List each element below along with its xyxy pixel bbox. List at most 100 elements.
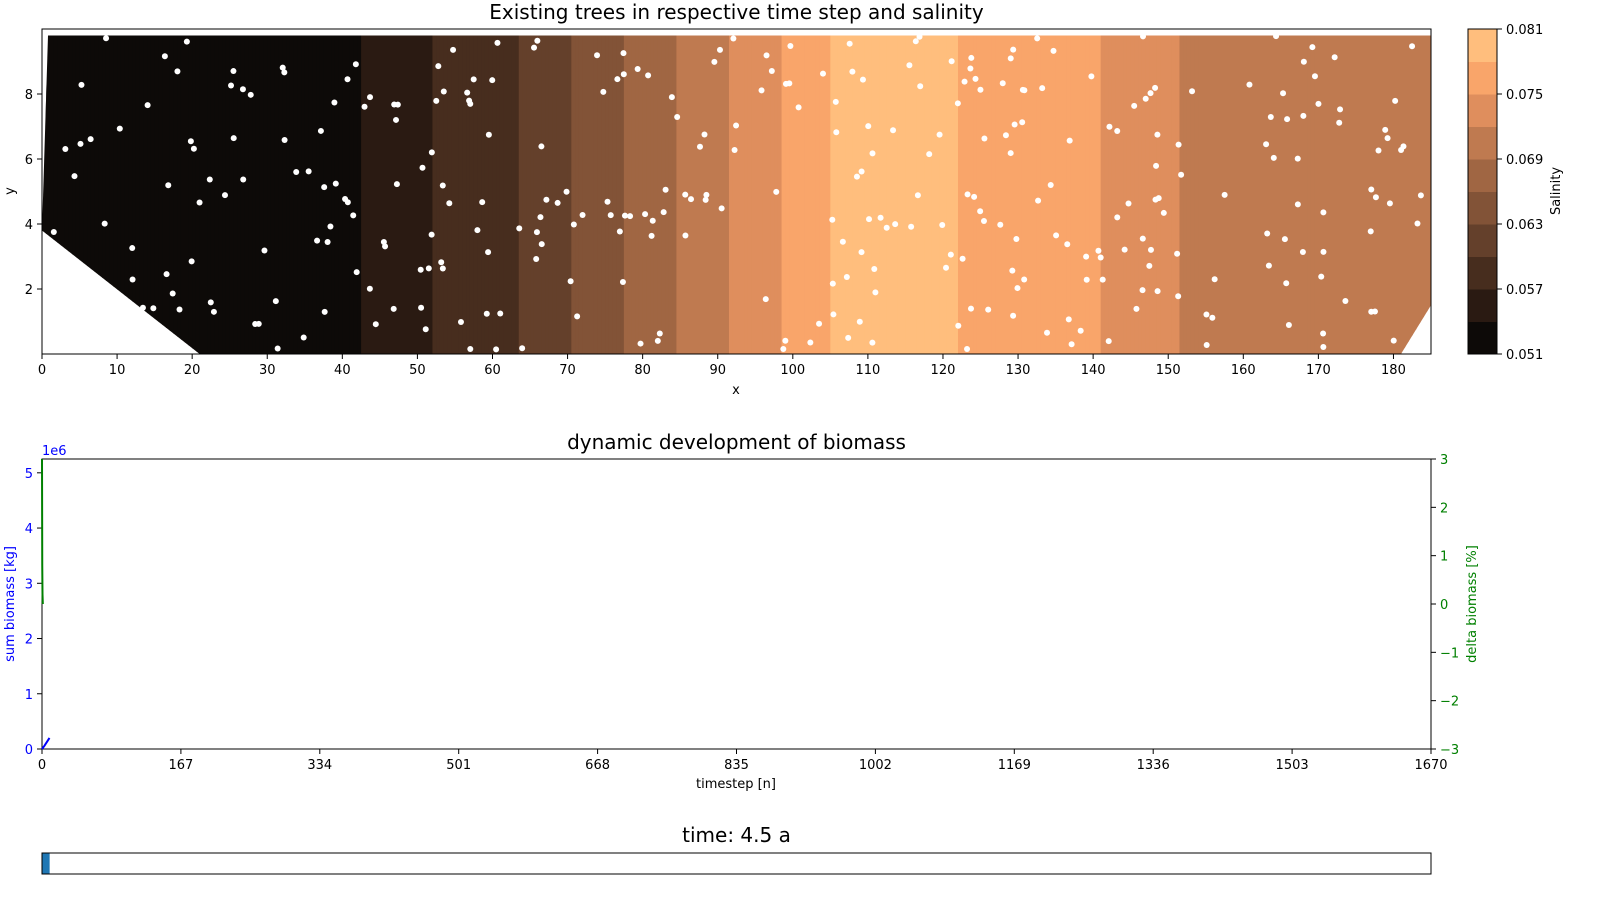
salinity-band-strip xyxy=(248,35,253,354)
salinity-band-strip xyxy=(1382,35,1387,354)
map-frame xyxy=(41,28,1432,355)
tree-point xyxy=(439,265,446,272)
salinity-band-strip xyxy=(102,35,107,354)
salinity-band-strip xyxy=(203,35,208,354)
salinity-band-strip xyxy=(503,35,509,354)
colorbar-tick-label: 0.081 xyxy=(1506,23,1543,38)
salinity-band-strip xyxy=(1277,35,1282,354)
biomass-series xyxy=(41,458,51,750)
salinity-band-strip xyxy=(57,35,62,354)
tree-point xyxy=(843,274,850,281)
salinity-band-strip xyxy=(586,35,591,354)
tree-point xyxy=(768,68,775,75)
tree-point xyxy=(787,43,794,50)
salinity-band-strip xyxy=(1427,35,1431,354)
tree-point xyxy=(1160,209,1167,216)
salinity-band-strip xyxy=(477,35,482,354)
salinity-band-strip xyxy=(75,35,81,354)
biomass-x-axis-label: timestep [n] xyxy=(696,777,776,792)
salinity-band-strip xyxy=(541,35,546,354)
salinity-band-strip xyxy=(507,35,512,354)
tree-point xyxy=(1392,97,1399,104)
tree-point xyxy=(1010,46,1017,53)
salinity-band-strip xyxy=(882,35,888,354)
salinity-band-strip xyxy=(1164,35,1169,354)
tree-point xyxy=(317,127,324,134)
salinity-band-strip xyxy=(451,35,456,354)
tree-point xyxy=(428,149,435,156)
tree-point xyxy=(281,69,288,76)
tree-point xyxy=(1065,316,1072,323)
salinity-band-strip xyxy=(147,35,152,354)
tree-point xyxy=(600,88,607,95)
salinity-band-strip xyxy=(376,35,381,354)
salinity-band-strip xyxy=(484,35,490,354)
salinity-band-strip xyxy=(72,35,77,354)
salinity-band-strip xyxy=(567,35,572,354)
salinity-band-strip xyxy=(620,35,625,354)
tree-point xyxy=(497,310,504,317)
salinity-band-strip xyxy=(927,35,933,354)
salinity-band-strip xyxy=(957,35,963,354)
tree-point xyxy=(869,339,876,346)
salinity-band-strip xyxy=(469,35,475,354)
salinity-band-strip xyxy=(368,35,373,354)
salinity-band-strip xyxy=(1374,35,1380,354)
biomass-left-tick-label: 1 xyxy=(25,688,33,703)
salinity-band-strip xyxy=(635,35,640,354)
biomass-right-axis: 3 2 1 0 −1 −2 −3 xyxy=(1431,453,1459,758)
delta-biomass-line xyxy=(41,458,44,605)
map-x-tick-label: 20 xyxy=(184,363,201,378)
salinity-band-strip xyxy=(391,35,396,354)
tree-point xyxy=(1009,267,1016,274)
tree-point xyxy=(1390,337,1397,344)
salinity-band-strip xyxy=(511,35,516,354)
salinity-band-strip xyxy=(1153,35,1158,354)
tree-point xyxy=(350,212,357,219)
tree-point xyxy=(446,200,453,207)
salinity-band-strip xyxy=(1310,35,1316,354)
tree-point xyxy=(1372,194,1379,201)
tree-point xyxy=(916,33,923,40)
colorbar-band xyxy=(1468,29,1497,62)
salinity-band-strip xyxy=(728,35,734,354)
map-x-axis-label: x xyxy=(732,383,740,398)
salinity-band-strip xyxy=(1141,35,1147,354)
salinity-band-strip xyxy=(676,35,681,354)
tree-point xyxy=(435,63,442,70)
salinity-band-strip xyxy=(1295,35,1301,354)
salinity-band-strip xyxy=(1029,35,1034,354)
colorbar-band xyxy=(1468,94,1497,127)
tree-point xyxy=(977,86,984,93)
map-x-tick-label: 30 xyxy=(259,363,276,378)
tree-point xyxy=(438,259,445,266)
salinity-band-strip xyxy=(530,35,535,354)
tree-point xyxy=(1273,33,1280,40)
tree-point xyxy=(1106,123,1113,130)
salinity-band-strip xyxy=(1235,35,1241,354)
tree-point xyxy=(637,340,644,347)
tree-point xyxy=(1047,182,1054,189)
salinity-band-strip xyxy=(124,35,129,354)
tree-point xyxy=(183,38,190,45)
salinity-band-strip xyxy=(860,35,865,354)
salinity-band-strip xyxy=(991,35,997,354)
colorbar-tick-label: 0.057 xyxy=(1506,283,1543,298)
salinity-band-strip xyxy=(259,35,265,354)
tree-point xyxy=(230,68,237,75)
tree-point xyxy=(594,52,601,59)
salinity-band-strip xyxy=(255,35,261,354)
map-y-tick-label: 8 xyxy=(25,88,33,103)
salinity-band-strip xyxy=(199,35,205,354)
salinity-band-strip xyxy=(342,35,347,354)
salinity-band-strip xyxy=(409,35,415,354)
salinity-band-strip xyxy=(331,35,336,354)
tree-point xyxy=(1203,342,1210,349)
biomass-right-tick-label: 2 xyxy=(1440,501,1448,516)
salinity-band-strip xyxy=(1329,35,1334,354)
salinity-band-strip xyxy=(533,35,539,354)
salinity-band-strip xyxy=(184,35,190,354)
salinity-band-strip xyxy=(447,35,452,354)
salinity-band-strip xyxy=(1003,35,1008,354)
salinity-band-strip xyxy=(308,35,313,354)
